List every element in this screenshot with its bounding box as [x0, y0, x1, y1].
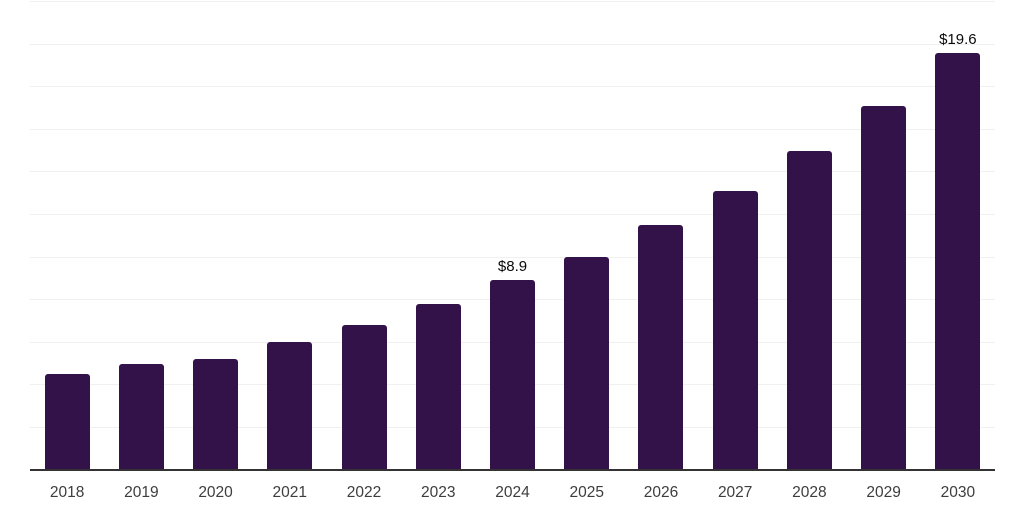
x-axis-tick-2018: 2018	[49, 484, 85, 501]
bar-2027	[712, 191, 758, 470]
bar-2026	[638, 225, 684, 470]
x-axis-tick-2030: 2030	[940, 484, 976, 501]
x-axis-tick-2024: 2024	[495, 484, 530, 501]
bar-2025	[564, 257, 610, 470]
gridline	[30, 256, 995, 258]
bar-2020	[193, 359, 239, 470]
x-axis-line	[30, 469, 995, 471]
x-axis-tick-2021: 2021	[272, 484, 308, 501]
bar-2024	[490, 280, 535, 470]
gridline	[30, 171, 995, 173]
bar-2019	[118, 363, 164, 470]
gridline	[30, 1, 995, 2]
gridline	[30, 43, 995, 45]
bar-2021	[267, 342, 313, 470]
bar-2029	[861, 105, 907, 470]
x-axis-tick-2020: 2020	[198, 484, 233, 501]
bar-2028	[786, 150, 832, 470]
bar-2018	[44, 374, 90, 470]
x-axis-tick-2028: 2028	[792, 484, 827, 501]
x-axis-tick-2022: 2022	[346, 484, 382, 501]
x-axis-tick-2029: 2029	[866, 484, 901, 501]
bar-2022	[341, 325, 387, 470]
bar-value-label-2024: $8.9	[497, 258, 528, 276]
gridline	[30, 128, 995, 130]
bar-value-label-2030: $19.6	[939, 30, 977, 48]
x-axis-tick-2026: 2026	[643, 484, 679, 501]
x-axis-tick-2027: 2027	[717, 484, 753, 501]
x-axis-tick-2019: 2019	[124, 484, 159, 501]
x-axis-tick-2023: 2023	[421, 484, 456, 501]
gridline	[30, 213, 995, 215]
x-axis-tick-2025: 2025	[569, 484, 604, 501]
bar-2030	[935, 52, 981, 470]
gridline	[30, 86, 995, 88]
bar-2023	[415, 303, 461, 470]
